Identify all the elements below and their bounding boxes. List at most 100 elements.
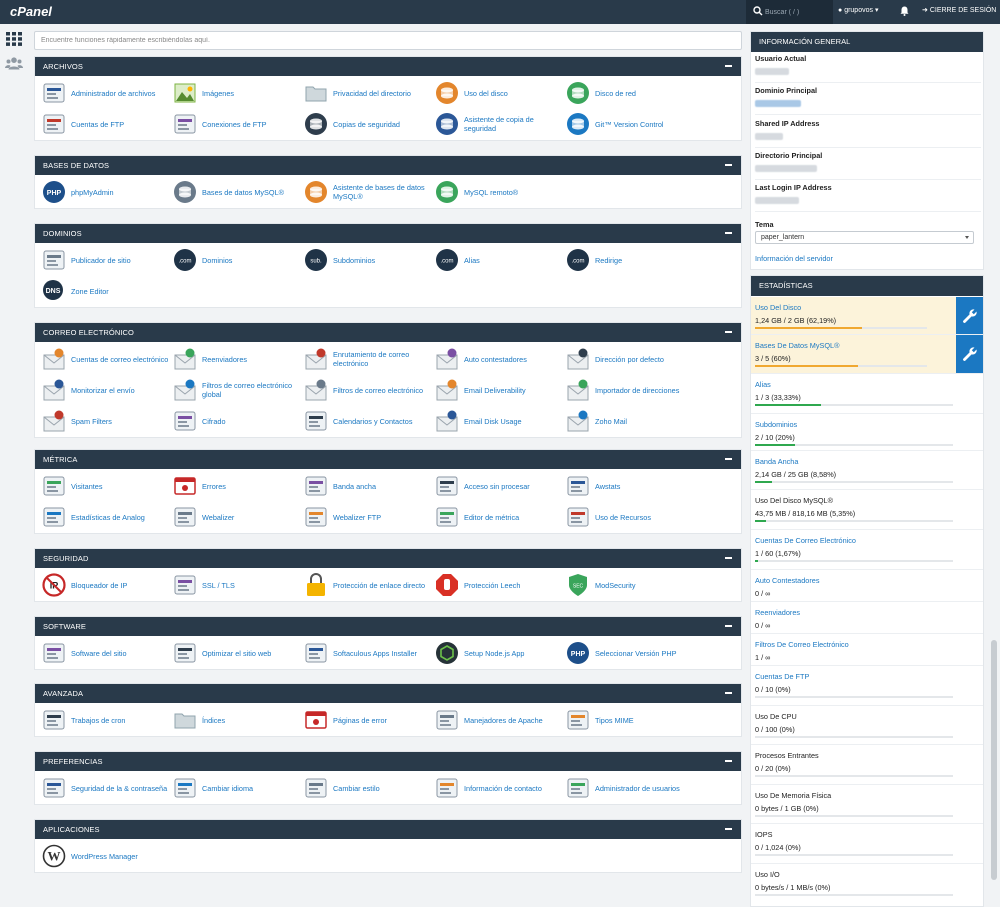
grid-icon[interactable]: [6, 32, 22, 46]
stat-label[interactable]: Cuentas De FTP: [755, 672, 810, 681]
stat-label[interactable]: Uso Del Disco: [755, 303, 802, 312]
feature-link[interactable]: Git™ Version Control: [565, 111, 695, 137]
stat-label[interactable]: Banda Ancha: [755, 457, 799, 466]
stat-label[interactable]: Bases De Datos MySQL®: [755, 341, 840, 350]
stat-row[interactable]: Uso Del Disco 1,24 GB / 2 GB (62,19%): [751, 297, 983, 335]
collapse-icon[interactable]: [725, 232, 732, 234]
feature-link[interactable]: .com Alias: [434, 247, 564, 273]
feature-link[interactable]: SSL / TLS: [172, 572, 302, 598]
feature-link[interactable]: Visitantes: [41, 473, 171, 499]
feature-link[interactable]: Asistente de copia de seguridad: [434, 111, 564, 137]
feature-link[interactable]: Protección Leech: [434, 572, 564, 598]
collapse-icon[interactable]: [725, 692, 732, 694]
stat-label[interactable]: Reenviadores: [755, 608, 801, 617]
feature-link[interactable]: PHP phpMyAdmin: [41, 179, 171, 205]
theme-select[interactable]: paper_lantern: [755, 231, 974, 244]
feature-link[interactable]: Reenviadores: [172, 346, 302, 372]
collapse-icon[interactable]: [725, 458, 732, 460]
feature-link[interactable]: Softaculous Apps Installer: [303, 640, 433, 666]
feature-link[interactable]: Monitorizar el envío: [41, 377, 171, 403]
feature-link[interactable]: Cambiar estilo: [303, 775, 433, 801]
feature-link[interactable]: Cifrado: [172, 408, 302, 434]
feature-link[interactable]: Bases de datos MySQL®: [172, 179, 302, 205]
feature-link[interactable]: Acceso sin procesar: [434, 473, 564, 499]
collapse-icon[interactable]: [725, 557, 732, 559]
wrench-icon[interactable]: [956, 335, 983, 373]
stat-label[interactable]: Auto Contestadores: [755, 576, 820, 585]
feature-link[interactable]: Software del sitio: [41, 640, 171, 666]
feature-link[interactable]: Disco de red: [565, 80, 695, 106]
feature-link[interactable]: Copias de seguridad: [303, 111, 433, 137]
feature-link[interactable]: Importador de direcciones: [565, 377, 695, 403]
feature-link[interactable]: MySQL remoto®: [434, 179, 564, 205]
logout-button[interactable]: ➜ CIERRE DE SESIÓN: [922, 6, 996, 14]
collapse-icon[interactable]: [725, 164, 732, 166]
feature-link[interactable]: sub. Subdominios: [303, 247, 433, 273]
wrench-icon[interactable]: [956, 297, 983, 334]
feature-link[interactable]: Manejadores de Apache: [434, 707, 564, 733]
feature-link[interactable]: Uso del disco: [434, 80, 564, 106]
global-search-input[interactable]: [765, 5, 827, 19]
feature-link[interactable]: Conexiones de FTP: [172, 111, 302, 137]
feature-link[interactable]: Webalizer FTP: [303, 504, 433, 530]
feature-link[interactable]: PHP Seleccionar Versión PHP: [565, 640, 695, 666]
collapse-icon[interactable]: [725, 65, 732, 67]
feature-link[interactable]: Editor de métrica: [434, 504, 564, 530]
feature-link[interactable]: Administrador de usuarios: [565, 775, 695, 801]
feature-link[interactable]: Imágenes: [172, 80, 302, 106]
feature-link[interactable]: Publicador de sitio: [41, 247, 171, 273]
feature-link[interactable]: Cuentas de FTP: [41, 111, 171, 137]
redacted-value[interactable]: [755, 100, 801, 107]
feature-link[interactable]: Protección de enlace directo: [303, 572, 433, 598]
stat-label[interactable]: Alias: [755, 380, 771, 389]
feature-link[interactable]: Información de contacto: [434, 775, 564, 801]
user-menu[interactable]: ● grupovos ▾: [838, 6, 878, 14]
feature-link[interactable]: Seguridad de la & contraseña: [41, 775, 171, 801]
feature-link[interactable]: Administrador de archivos: [41, 80, 171, 106]
feature-link[interactable]: W WordPress Manager: [41, 843, 171, 869]
cpanel-logo[interactable]: cPanel: [10, 4, 52, 19]
feature-link[interactable]: Páginas de error: [303, 707, 433, 733]
feature-link[interactable]: Setup Node.js App: [434, 640, 564, 666]
feature-link[interactable]: Banda ancha: [303, 473, 433, 499]
stat-row[interactable]: Bases De Datos MySQL® 3 / 5 (60%): [751, 335, 983, 374]
feature-link[interactable]: Awstats: [565, 473, 695, 499]
feature-link[interactable]: Trabajos de cron: [41, 707, 171, 733]
users-icon[interactable]: [5, 57, 23, 70]
feature-link[interactable]: Optimizar el sitio web: [172, 640, 302, 666]
feature-link[interactable]: Dirección por defecto: [565, 346, 695, 372]
feature-link[interactable]: Email Disk Usage: [434, 408, 564, 434]
feature-link[interactable]: Auto contestadores: [434, 346, 564, 372]
collapse-icon[interactable]: [725, 760, 732, 762]
feature-link[interactable]: Índices: [172, 707, 302, 733]
page-scrollbar[interactable]: [991, 640, 997, 880]
stat-label[interactable]: Filtros De Correo Electrónico: [755, 640, 849, 649]
feature-search-input[interactable]: [35, 32, 741, 49]
feature-link[interactable]: Calendarios y Contactos: [303, 408, 433, 434]
feature-link[interactable]: Tipos MIME: [565, 707, 695, 733]
stat-row[interactable]: Cuentas De FTP 0 / 10 (0%): [751, 666, 983, 706]
stat-label[interactable]: Cuentas De Correo Electrónico: [755, 536, 856, 545]
feature-link[interactable]: Estadísticas de Analog: [41, 504, 171, 530]
feature-link[interactable]: Webalizer: [172, 504, 302, 530]
stat-row[interactable]: Cuentas De Correo Electrónico 1 / 60 (1,6…: [751, 530, 983, 570]
stat-row[interactable]: Filtros De Correo Electrónico 1 / ∞: [751, 634, 983, 666]
collapse-icon[interactable]: [725, 331, 732, 333]
feature-search[interactable]: [34, 31, 742, 50]
feature-link[interactable]: Cuentas de correo electrónico: [41, 346, 171, 372]
feature-link[interactable]: .com Dominios: [172, 247, 302, 273]
stat-row[interactable]: Reenviadores 0 / ∞: [751, 602, 983, 634]
feature-link[interactable]: Errores: [172, 473, 302, 499]
feature-link[interactable]: Filtros de correo electrónico global: [172, 377, 302, 403]
feature-link[interactable]: Filtros de correo electrónico: [303, 377, 433, 403]
stat-row[interactable]: Banda Ancha 2,14 GB / 25 GB (8,58%): [751, 451, 983, 490]
feature-link[interactable]: Asistente de bases de datos MySQL®: [303, 179, 433, 205]
feature-link[interactable]: Uso de Recursos: [565, 504, 695, 530]
stat-row[interactable]: Auto Contestadores 0 / ∞: [751, 570, 983, 602]
stat-row[interactable]: Subdominios 2 / 10 (20%): [751, 414, 983, 451]
server-info-link[interactable]: Información del servidor: [755, 254, 833, 263]
feature-link[interactable]: Zoho Mail: [565, 408, 695, 434]
collapse-icon[interactable]: [725, 828, 732, 830]
feature-link[interactable]: Privacidad del directorio: [303, 80, 433, 106]
global-search[interactable]: [746, 0, 833, 24]
